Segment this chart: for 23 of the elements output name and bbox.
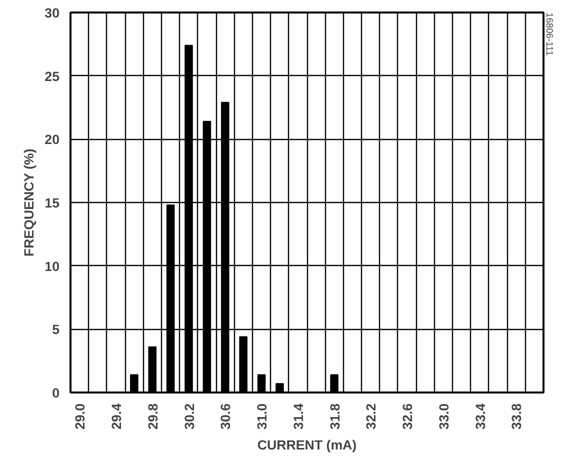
x-tick-label: 29.4 — [108, 402, 124, 430]
x-tick-label: 33.8 — [509, 403, 524, 430]
x-tick-label: 30.2 — [182, 403, 197, 430]
y-tick-label: 0 — [52, 386, 60, 400]
y-tick-label: 30 — [44, 6, 60, 20]
text: 16806-111 — [544, 12, 554, 56]
x-tick-label: 29.8 — [145, 403, 160, 430]
x-tick-label: 31.4 — [290, 402, 306, 430]
x-tick-label: 33.4 — [472, 402, 488, 430]
x-tick-label: 31.0 — [254, 403, 270, 430]
x-axis-title: CURRENT (mA) — [257, 437, 357, 452]
y-tick-label: 25 — [44, 68, 60, 84]
x-tick-label: 32.6 — [400, 403, 416, 430]
x-tick-label: 30.6 — [218, 403, 234, 430]
y-tick-label: 10 — [44, 258, 60, 274]
x-tick-label: 31.8 — [327, 403, 342, 430]
x-tick-label: 32.2 — [364, 403, 379, 430]
y-axis-title: FREQUENCY (%) — [22, 148, 37, 257]
y-tick-label: 20 — [44, 132, 60, 148]
y-tick-label: 15 — [44, 196, 60, 210]
x-tick-label: 33.0 — [436, 403, 452, 430]
x-tick-label: 29.0 — [72, 403, 88, 430]
y-tick-label: 5 — [52, 322, 60, 338]
